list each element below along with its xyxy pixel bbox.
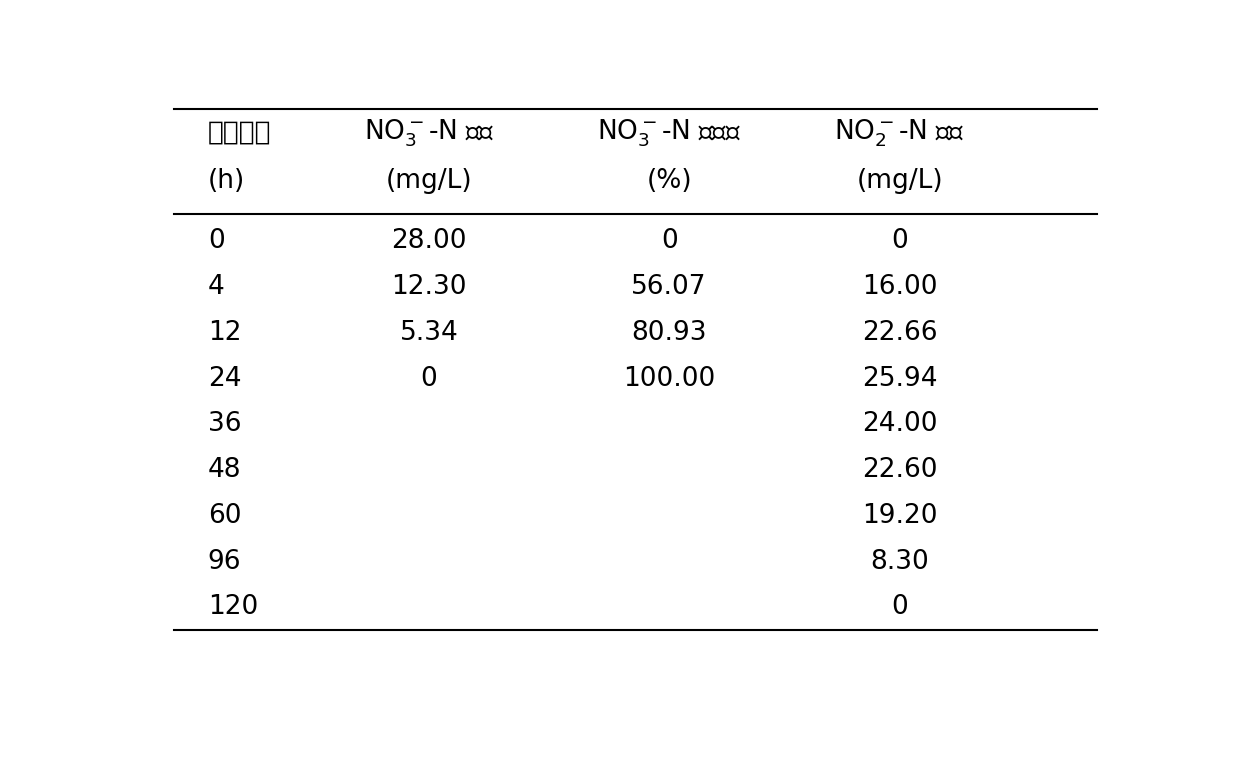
Text: 12: 12 [208,320,242,346]
Text: 培养时间: 培养时间 [208,120,272,146]
Text: (%): (%) [646,168,692,194]
Text: 12.30: 12.30 [391,274,466,300]
Text: 0: 0 [892,228,908,254]
Text: 0: 0 [420,366,438,392]
Text: 4: 4 [208,274,224,300]
Text: $\mathregular{NO_3^-}$-N 浓度: $\mathregular{NO_3^-}$-N 浓度 [363,117,495,149]
Text: 22.66: 22.66 [862,320,937,346]
Text: 36: 36 [208,411,242,437]
Text: 28.00: 28.00 [391,228,466,254]
Text: 19.20: 19.20 [862,503,937,529]
Text: 0: 0 [661,228,677,254]
Text: 56.07: 56.07 [631,274,707,300]
Text: 0: 0 [208,228,224,254]
Text: (h): (h) [208,168,246,194]
Text: 5.34: 5.34 [399,320,459,346]
Text: 24.00: 24.00 [862,411,937,437]
Text: 48: 48 [208,457,242,483]
Text: 0: 0 [892,594,908,620]
Text: 120: 120 [208,594,258,620]
Text: 100.00: 100.00 [622,366,715,392]
Text: 22.60: 22.60 [862,457,937,483]
Text: 80.93: 80.93 [631,320,707,346]
Text: 60: 60 [208,503,242,529]
Text: 96: 96 [208,549,242,575]
Text: 24: 24 [208,366,242,392]
Text: (mg/L): (mg/L) [386,168,472,194]
Text: $\mathregular{NO_3^-}$-N 去除率: $\mathregular{NO_3^-}$-N 去除率 [598,117,742,149]
Text: $\mathregular{NO_2^-}$-N 浓度: $\mathregular{NO_2^-}$-N 浓度 [835,117,965,149]
Text: (mg/L): (mg/L) [857,168,944,194]
Text: 25.94: 25.94 [862,366,937,392]
Text: 8.30: 8.30 [870,549,929,575]
Text: 16.00: 16.00 [862,274,937,300]
